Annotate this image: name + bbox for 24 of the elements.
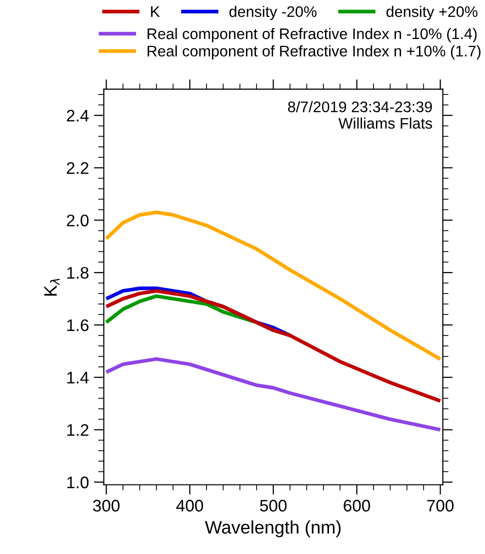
x-tick-label: 500 [260,500,287,512]
legend-label: density +20% [386,6,478,20]
y-tick-label: 1.8 [67,266,88,279]
x-tick-label: 300 [93,500,120,512]
line-series [104,357,442,432]
legend-label: density -20% [229,6,317,20]
x-axis-title: Wavelength (nm) [204,520,341,538]
y-axis-title: K$_{λ}$ [44,278,60,296]
y-tick-label: 1.2 [67,424,88,436]
y-tick-label: 2.4 [66,110,89,122]
annotation: 8/7/2019 23:34-23:39 Williams Flats [288,101,432,129]
legend-label: Real component of Refractive Index n -10% (1.4) [148,28,477,42]
y-tick-label: 1.0 [67,476,89,488]
line-series [104,210,442,361]
y-tick-label: 1.4 [67,372,89,384]
legend-label: Real component of Refractive Index n +10% (1.7) [148,45,480,60]
legend-label: K [151,6,160,17]
x-tick-label: 700 [427,500,454,512]
y-tick-label: 2.2 [66,162,88,174]
x-tick-label: 600 [344,500,370,512]
y-tick-label: 2.0 [66,214,89,226]
x-tick-label: 400 [176,500,204,512]
line-series [104,289,442,403]
y-tick-label: 1.6 [67,319,88,332]
